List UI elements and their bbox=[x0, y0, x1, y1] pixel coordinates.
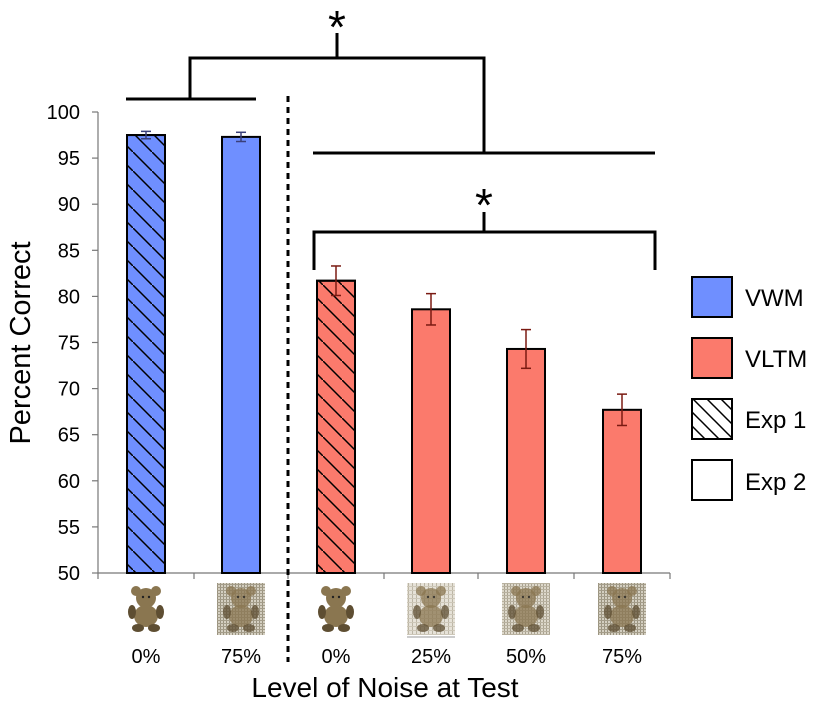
legend-label-vwm: VWM bbox=[745, 285, 804, 312]
bar-vltm-3 bbox=[411, 308, 451, 574]
error-bar bbox=[236, 131, 246, 143]
legend-item-exp2: Exp 2 bbox=[691, 459, 806, 501]
bar-hatch-overlay bbox=[126, 134, 166, 575]
x-axis-label: Level of Noise at Test bbox=[251, 672, 518, 703]
y-axis-label: Percent Correct bbox=[5, 241, 37, 444]
legend-label-exp1: Exp 1 bbox=[745, 407, 806, 434]
y-tick-label: 80 bbox=[58, 286, 80, 308]
error-bar bbox=[141, 130, 151, 140]
x-axis-tick-labels: 0% 75% 0% 25% 50% 75% bbox=[132, 646, 643, 668]
bar-vltm-4 bbox=[506, 347, 546, 575]
stimulus-images bbox=[128, 583, 646, 638]
significance-bracket-vltm bbox=[312, 212, 657, 270]
x-tick-label: 50% bbox=[506, 646, 546, 668]
y-tick-label: 55 bbox=[58, 517, 80, 539]
error-bar bbox=[426, 292, 436, 326]
legend-item-vltm: VLTM bbox=[691, 337, 807, 379]
y-tick-label: 85 bbox=[58, 240, 80, 262]
legend-swatch-vwm bbox=[691, 276, 733, 318]
x-tick-label: 0% bbox=[322, 646, 351, 668]
legend-item-exp1: Exp 1 bbox=[691, 398, 806, 440]
y-tick-label: 100 bbox=[47, 102, 80, 124]
x-tick-label: 75% bbox=[602, 646, 642, 668]
legend: VWM VLTM Exp 1 Exp 2 bbox=[691, 276, 807, 501]
error-bar bbox=[521, 328, 531, 370]
teddy-bear-icon bbox=[128, 586, 164, 632]
teddy-bear-icon bbox=[217, 583, 265, 635]
x-tick-label: 25% bbox=[411, 646, 451, 668]
legend-swatch-exp2 bbox=[691, 459, 733, 501]
y-tick-label: 60 bbox=[58, 471, 80, 493]
teddy-bear-icon bbox=[598, 583, 646, 635]
y-tick-label: 70 bbox=[58, 379, 80, 401]
legend-swatch-exp1 bbox=[691, 398, 733, 440]
significance-star-2: * bbox=[475, 179, 493, 231]
error-bar bbox=[331, 265, 341, 297]
x-tick-label: 75% bbox=[221, 646, 261, 668]
legend-swatch-vltm bbox=[691, 337, 733, 379]
significance-star-1: * bbox=[328, 1, 346, 53]
legend-label-exp2: Exp 2 bbox=[745, 469, 806, 496]
bar-vwm-1 bbox=[221, 135, 261, 574]
y-tick-label: 95 bbox=[58, 148, 80, 170]
x-tick-label: 0% bbox=[132, 646, 161, 668]
legend-label-vltm: VLTM bbox=[745, 346, 807, 373]
y-axis-ticks: 50 55 60 65 70 75 80 85 90 95 100 bbox=[47, 102, 671, 585]
y-tick-label: 65 bbox=[58, 425, 80, 447]
y-tick-label: 90 bbox=[58, 194, 80, 216]
teddy-bear-icon bbox=[502, 583, 550, 635]
legend-item-vwm: VWM bbox=[691, 276, 804, 318]
significance-bracket-vwm-vs-vltm bbox=[126, 33, 655, 155]
error-bar bbox=[617, 393, 627, 427]
teddy-bear-icon bbox=[318, 586, 354, 632]
bar-vltm-5 bbox=[602, 408, 642, 574]
bar-hatch-overlay bbox=[316, 279, 356, 574]
teddy-bear-icon bbox=[407, 583, 455, 638]
bar-series bbox=[126, 130, 642, 575]
y-tick-label: 75 bbox=[58, 333, 80, 355]
y-tick-label: 50 bbox=[58, 563, 80, 585]
